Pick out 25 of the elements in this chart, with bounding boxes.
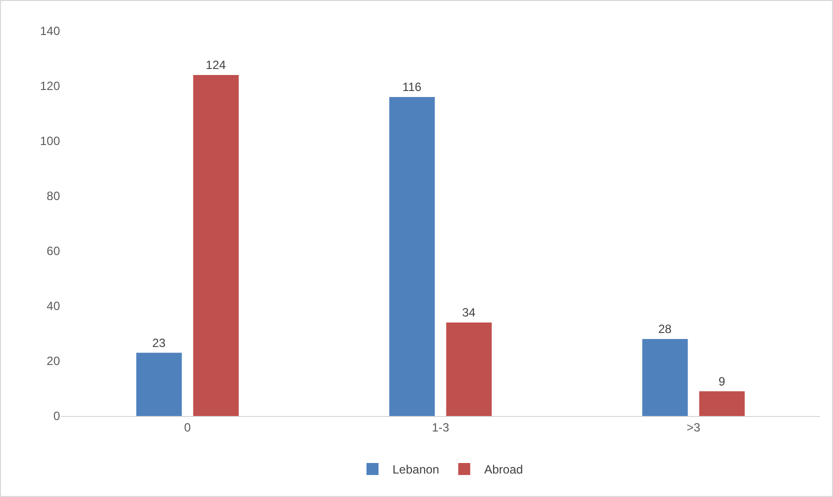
x-tick-label: 0 xyxy=(184,420,192,434)
bar xyxy=(136,352,182,416)
x-tick-label: 1-3 xyxy=(432,420,450,434)
y-tick-label: 0 xyxy=(53,409,60,424)
y-tick-label: 20 xyxy=(46,354,60,368)
legend-label: Abroad xyxy=(484,462,523,477)
data-label: 9 xyxy=(718,374,726,388)
data-label: 23 xyxy=(152,336,166,350)
data-label: 124 xyxy=(206,58,226,72)
y-tick-label: 60 xyxy=(46,244,60,258)
bar xyxy=(193,75,239,416)
data-label: 116 xyxy=(402,80,422,94)
y-tick-label: 140 xyxy=(40,24,60,38)
y-tick-label: 100 xyxy=(40,134,60,148)
bar xyxy=(642,339,688,416)
legend-label: Lebanon xyxy=(392,462,440,477)
bar xyxy=(699,391,745,416)
bar xyxy=(446,322,492,416)
y-tick-label: 40 xyxy=(46,299,60,314)
y-tick-label: 80 xyxy=(46,189,60,204)
data-label: 28 xyxy=(658,322,672,336)
bar xyxy=(389,97,435,416)
data-label: 34 xyxy=(462,306,476,320)
x-tick-label: >3 xyxy=(686,420,701,434)
y-tick-label: 120 xyxy=(40,79,60,94)
